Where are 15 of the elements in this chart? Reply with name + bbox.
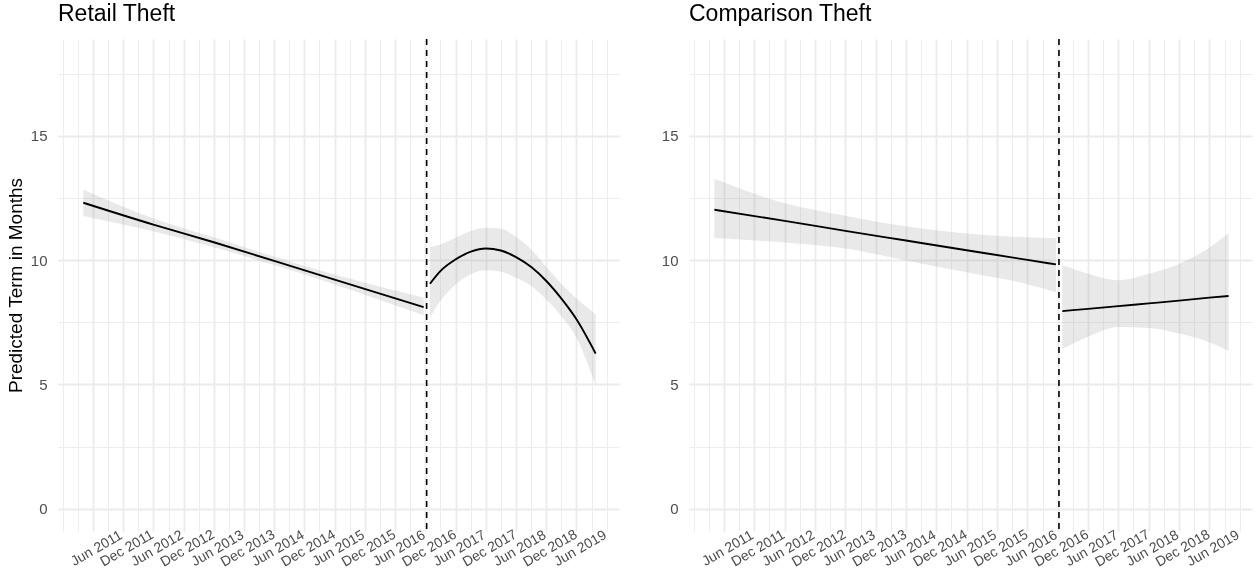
y-tick-label: 5 bbox=[39, 375, 48, 393]
chart-title: Retail Theft bbox=[58, 0, 176, 27]
y-axis-title: Predicted Term in Months bbox=[4, 177, 26, 394]
y-tick-label: 0 bbox=[670, 500, 679, 518]
chart-title: Comparison Theft bbox=[689, 0, 872, 27]
y-tick-label: 5 bbox=[670, 375, 679, 393]
line-series bbox=[429, 247, 597, 355]
y-tick-label: 15 bbox=[661, 127, 679, 145]
y-tick-label: 10 bbox=[30, 251, 48, 269]
y-tick-label: 0 bbox=[39, 500, 48, 518]
y-tick-label: 15 bbox=[30, 127, 48, 145]
y-tick-label: 10 bbox=[661, 251, 679, 269]
line-series bbox=[82, 201, 425, 309]
line-series bbox=[1061, 294, 1230, 313]
line-series bbox=[713, 208, 1057, 266]
